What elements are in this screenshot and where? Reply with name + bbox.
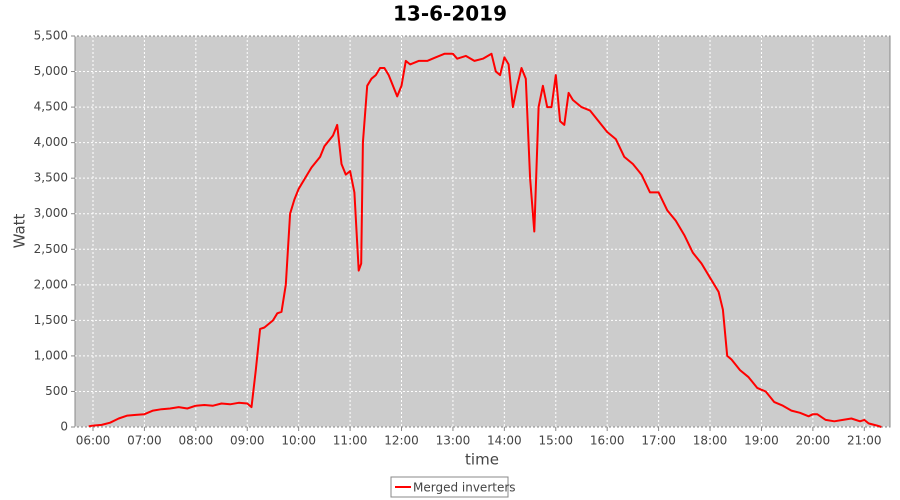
chart-title: 13-6-2019 <box>393 2 507 26</box>
y-axis-label: Watt <box>11 213 29 248</box>
y-tick-label: 4,000 <box>34 135 68 149</box>
x-tick-label: 09:00 <box>230 434 265 448</box>
line-series <box>88 52 882 428</box>
y-tick-label: 5,500 <box>34 29 68 43</box>
y-tick-label: 2,000 <box>34 277 68 291</box>
legend-box <box>390 476 509 498</box>
y-tick-label: 1,000 <box>34 348 68 362</box>
x-tick-label: 14:00 <box>487 434 522 448</box>
x-tick-label: 21:00 <box>847 434 882 448</box>
x-tick-label: 17:00 <box>641 434 676 448</box>
x-tick-label: 16:00 <box>590 434 625 448</box>
legend-label: Merged inverters <box>413 481 516 495</box>
y-tick-label: 3,500 <box>34 171 68 185</box>
y-tick-label: 0 <box>60 420 68 434</box>
x-tick-label: 06:00 <box>76 434 111 448</box>
y-tick-label: 3,000 <box>34 206 68 220</box>
y-tick-label: 2,500 <box>34 242 68 256</box>
x-tick-label: 12:00 <box>384 434 419 448</box>
x-tick-label: 15:00 <box>538 434 573 448</box>
x-tick-label: 11:00 <box>333 434 368 448</box>
x-tick-label: 08:00 <box>179 434 214 448</box>
x-tick-label: 10:00 <box>281 434 316 448</box>
y-tick-label: 5,000 <box>34 64 68 78</box>
y-tick-label: 1,500 <box>34 313 68 327</box>
y-tick-label: 500 <box>45 384 68 398</box>
x-axis-label: time <box>465 451 499 469</box>
x-tick-label: 13:00 <box>436 434 471 448</box>
y-tick-label: 4,500 <box>34 100 68 114</box>
x-tick-label: 18:00 <box>693 434 728 448</box>
x-tick-label: 07:00 <box>127 434 162 448</box>
plot-area <box>74 35 891 428</box>
x-tick-label: 20:00 <box>796 434 831 448</box>
x-tick-label: 19:00 <box>744 434 779 448</box>
